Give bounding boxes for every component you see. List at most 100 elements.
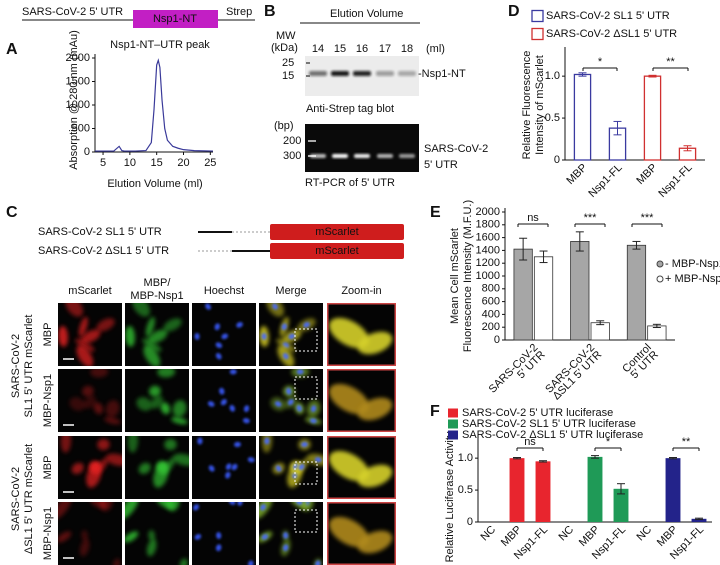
- lane-label: 14: [312, 43, 324, 55]
- y-tick-label: 0: [554, 154, 560, 166]
- bar: [613, 488, 629, 522]
- gel-ladder: [308, 140, 316, 142]
- cell-signal: [163, 318, 182, 332]
- agarose-gel: [305, 124, 419, 172]
- significance-label: ***: [641, 212, 655, 224]
- y-tick-label: 1.0: [458, 452, 473, 464]
- cell-signal: [142, 338, 162, 352]
- group-label: SL1 5' UTR mScarlet: [23, 315, 35, 418]
- bar: [509, 458, 525, 522]
- legend-swatch: [448, 430, 458, 440]
- lane-label: 18: [401, 43, 413, 55]
- cell-signal: [172, 453, 189, 466]
- zoom-region: [294, 376, 318, 400]
- y-tick-label: 1800: [476, 219, 500, 231]
- reporter-box: [270, 224, 404, 240]
- y-tick-label: 1000: [66, 99, 90, 111]
- y-tick-label: 200: [482, 321, 500, 333]
- reporter-box: [270, 243, 404, 259]
- panel-letter: E: [430, 204, 441, 221]
- error-bar: [591, 455, 599, 459]
- y-tick-label: 2000: [476, 206, 500, 218]
- micrograph-background: [192, 436, 256, 499]
- y-tick-label: 600: [482, 296, 500, 308]
- nucleus: [261, 332, 267, 340]
- gel-band: [399, 154, 415, 158]
- cell-signal: [78, 316, 88, 337]
- zoom-border: [327, 369, 396, 432]
- cell-signal: [93, 458, 108, 476]
- legend-label: SARS-CoV-2 ΔSL1 5' UTR luciferase: [462, 429, 643, 441]
- legend-label: SARS-CoV-2 SL1 5' UTR: [546, 10, 670, 22]
- nucleus: [298, 463, 305, 471]
- nucleus: [194, 534, 202, 540]
- panel-letter: B: [264, 3, 276, 20]
- error-bar: [683, 145, 692, 152]
- nucleus: [216, 532, 222, 540]
- bar: [570, 241, 590, 341]
- column-header: Zoom-in: [341, 285, 381, 297]
- bar: [587, 456, 603, 522]
- cell-signal: [157, 369, 176, 378]
- error-bar: [632, 240, 641, 250]
- zoom-signal: [329, 317, 369, 349]
- nucleus: [229, 369, 237, 375]
- nucleus: [225, 463, 232, 471]
- micrograph-background: [192, 502, 256, 565]
- cell-signal: [76, 345, 94, 366]
- cell-signal: [69, 397, 85, 411]
- y-axis-label: Intensity of mScarlet: [534, 55, 546, 155]
- nucleus: [216, 544, 222, 552]
- tag-label: Strep: [226, 6, 252, 18]
- bar: [647, 325, 667, 341]
- band-label: 5' UTR: [424, 159, 458, 171]
- y-tick-label: 1.0: [545, 70, 560, 82]
- blot-caption: Anti-Strep tag blot: [306, 103, 394, 115]
- significance-label: ns: [527, 212, 539, 224]
- blot-title: Elution Volume: [330, 8, 403, 20]
- nucleus: [296, 404, 303, 412]
- x-tick-label: 5: [100, 157, 106, 169]
- nucleus: [193, 504, 200, 511]
- y-axis-label: Relative Fluorescence: [521, 51, 533, 160]
- row-label: MBP: [42, 323, 54, 347]
- mw-label: (kDa): [271, 42, 298, 54]
- cell-signal: [105, 453, 122, 466]
- bar: [643, 75, 662, 161]
- panel-letter: F: [430, 403, 440, 420]
- legend-label: + MBP-Nsp1: [665, 273, 720, 285]
- cell-signal: [112, 558, 121, 565]
- micrograph: [327, 502, 396, 565]
- x-tick-label: NC: [556, 524, 576, 544]
- zoom-signal: [357, 397, 393, 421]
- chart-title: Nsp1-NT–UTR peak: [110, 39, 210, 51]
- cell-signal: [93, 402, 104, 415]
- cell-signal: [71, 462, 84, 475]
- cell-signal: [104, 417, 121, 425]
- legend-swatch: [448, 408, 458, 418]
- x-tick-label: 15: [151, 157, 163, 169]
- blot-band: [376, 71, 394, 76]
- cell-signal: [150, 395, 164, 409]
- y-tick-label: 0: [84, 146, 90, 158]
- micrograph: [327, 369, 396, 432]
- nucleus: [300, 441, 308, 448]
- y-tick-label: 400: [482, 308, 500, 320]
- zoom-border: [327, 303, 396, 366]
- legend-swatch: [531, 9, 544, 23]
- gel-band: [354, 154, 370, 158]
- micrograph: [327, 436, 396, 499]
- nucleus: [288, 333, 296, 340]
- nucleus: [231, 463, 238, 471]
- nucleus: [225, 471, 231, 479]
- lane-label: 15: [334, 43, 346, 55]
- micrograph: [192, 436, 256, 499]
- zoom-signal: [329, 383, 369, 415]
- nucleus: [205, 303, 212, 310]
- nucleus: [219, 387, 225, 395]
- y-tick-label: 1200: [476, 257, 500, 269]
- zoom-signal: [329, 450, 369, 482]
- lane-unit: (ml): [426, 43, 445, 55]
- cell-signal: [125, 325, 135, 347]
- micrograph: [192, 303, 256, 366]
